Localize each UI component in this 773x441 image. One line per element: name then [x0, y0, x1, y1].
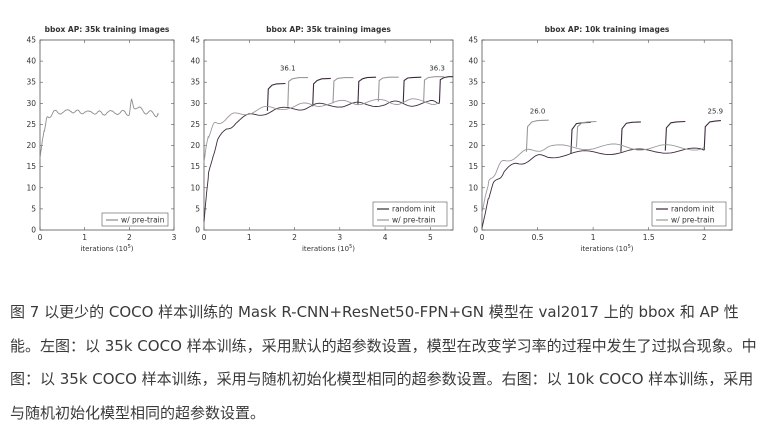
series-lr-step-line [358, 77, 376, 105]
x-tick-label: 2 [702, 233, 707, 242]
data-label: 26.0 [530, 107, 546, 115]
y-tick-label: 0 [195, 226, 200, 235]
series-line-w-pre-train [40, 99, 158, 158]
x-tick-label: 1 [82, 233, 87, 242]
x-tick-label: 3 [172, 233, 177, 242]
data-label: 36.3 [429, 64, 445, 72]
y-tick-label: 20 [190, 141, 200, 150]
y-tick-label: 5 [31, 204, 36, 213]
chart-svg: bbox AP: 35k training images051015202530… [10, 8, 752, 258]
series-lr-step-line [439, 77, 453, 104]
y-tick-label: 15 [468, 162, 478, 171]
data-label: 36.1 [280, 64, 296, 72]
x-tick-label: 0.5 [532, 233, 544, 242]
y-tick-label: 5 [195, 204, 200, 213]
series-lr-step-line [378, 77, 398, 101]
legend-label: random init [671, 205, 714, 214]
y-tick-label: 10 [26, 183, 36, 192]
chart-title: bbox AP: 35k training images [266, 25, 391, 34]
series-lr-step-line [333, 78, 353, 104]
legend-label: w/ pre-train [121, 216, 165, 225]
y-tick-label: 45 [190, 36, 200, 45]
series-line-w-pre-train [204, 99, 439, 163]
y-tick-label: 25 [26, 120, 36, 129]
series-lr-step-line [526, 120, 548, 152]
plot-frame [482, 40, 732, 230]
chart-panel-1: bbox AP: 35k training images051015202530… [26, 25, 176, 253]
y-tick-label: 30 [26, 99, 36, 108]
y-tick-label: 0 [473, 226, 478, 235]
x-tick-label: 5 [428, 233, 433, 242]
figure-panels: bbox AP: 35k training images 0 5 10 15 20 25 30… [10, 8, 752, 258]
y-tick-label: 20 [26, 141, 36, 150]
figure-caption: 图 7 以更少的 COCO 样本训练的 Mask R-CNN+ResNet50-… [10, 296, 758, 430]
plot-frame [204, 40, 453, 230]
x-tick-label: 0 [38, 233, 43, 242]
x-tick-label: 0 [202, 233, 207, 242]
series-lr-step-line [288, 78, 308, 107]
legend-label: w/ pre-train [392, 216, 436, 225]
y-tick-label: 40 [190, 57, 200, 66]
legend-label: w/ pre-train [671, 216, 715, 225]
y-tick-label: 30 [190, 99, 200, 108]
y-tick-label: 35 [468, 78, 478, 87]
y-tick-label: 15 [190, 162, 200, 171]
series-lr-step-line [704, 121, 721, 151]
series-lr-step-line [313, 78, 331, 106]
x-tick-label: 1.5 [643, 233, 655, 242]
y-tick-label: 35 [26, 78, 36, 87]
x-tick-label: 2 [127, 233, 132, 242]
y-tick-label: 45 [26, 36, 36, 45]
x-tick-label: 4 [383, 233, 388, 242]
x-axis-label: iterations (105) [80, 244, 133, 253]
chart-title: bbox AP: 35k training images [45, 25, 170, 34]
x-axis-label: iterations (105) [302, 244, 355, 253]
y-tick-label: 40 [26, 57, 36, 66]
plot-frame [40, 40, 174, 230]
x-axis-label: iterations (105) [580, 244, 633, 253]
series-lr-step-line [424, 77, 444, 102]
chart-panel-3: bbox AP: 10k training images051015202530… [468, 25, 732, 253]
y-tick-label: 5 [473, 204, 478, 213]
y-tick-label: 35 [190, 78, 200, 87]
series-lr-step-line [621, 122, 641, 152]
data-label: 25.9 [708, 107, 724, 115]
y-tick-label: 25 [468, 120, 478, 129]
chart-title: bbox AP: 10k training images [545, 25, 670, 34]
legend-label: random init [392, 205, 435, 214]
x-tick-label: 3 [337, 233, 342, 242]
series-lr-step-line [576, 122, 596, 148]
y-tick-label: 40 [468, 57, 478, 66]
y-tick-label: 10 [190, 183, 200, 192]
y-tick-label: 10 [468, 183, 478, 192]
y-tick-label: 15 [26, 162, 36, 171]
x-tick-label: 1 [591, 233, 596, 242]
y-tick-label: 20 [468, 141, 478, 150]
y-tick-label: 30 [468, 99, 478, 108]
y-tick-label: 0 [31, 226, 36, 235]
y-tick-label: 45 [468, 36, 478, 45]
y-tick-label: 25 [190, 120, 200, 129]
chart-panel-2: bbox AP: 35k training images051015202530… [190, 25, 453, 253]
x-tick-label: 1 [247, 233, 252, 242]
x-tick-label: 0 [480, 233, 485, 242]
x-tick-label: 2 [292, 233, 297, 242]
